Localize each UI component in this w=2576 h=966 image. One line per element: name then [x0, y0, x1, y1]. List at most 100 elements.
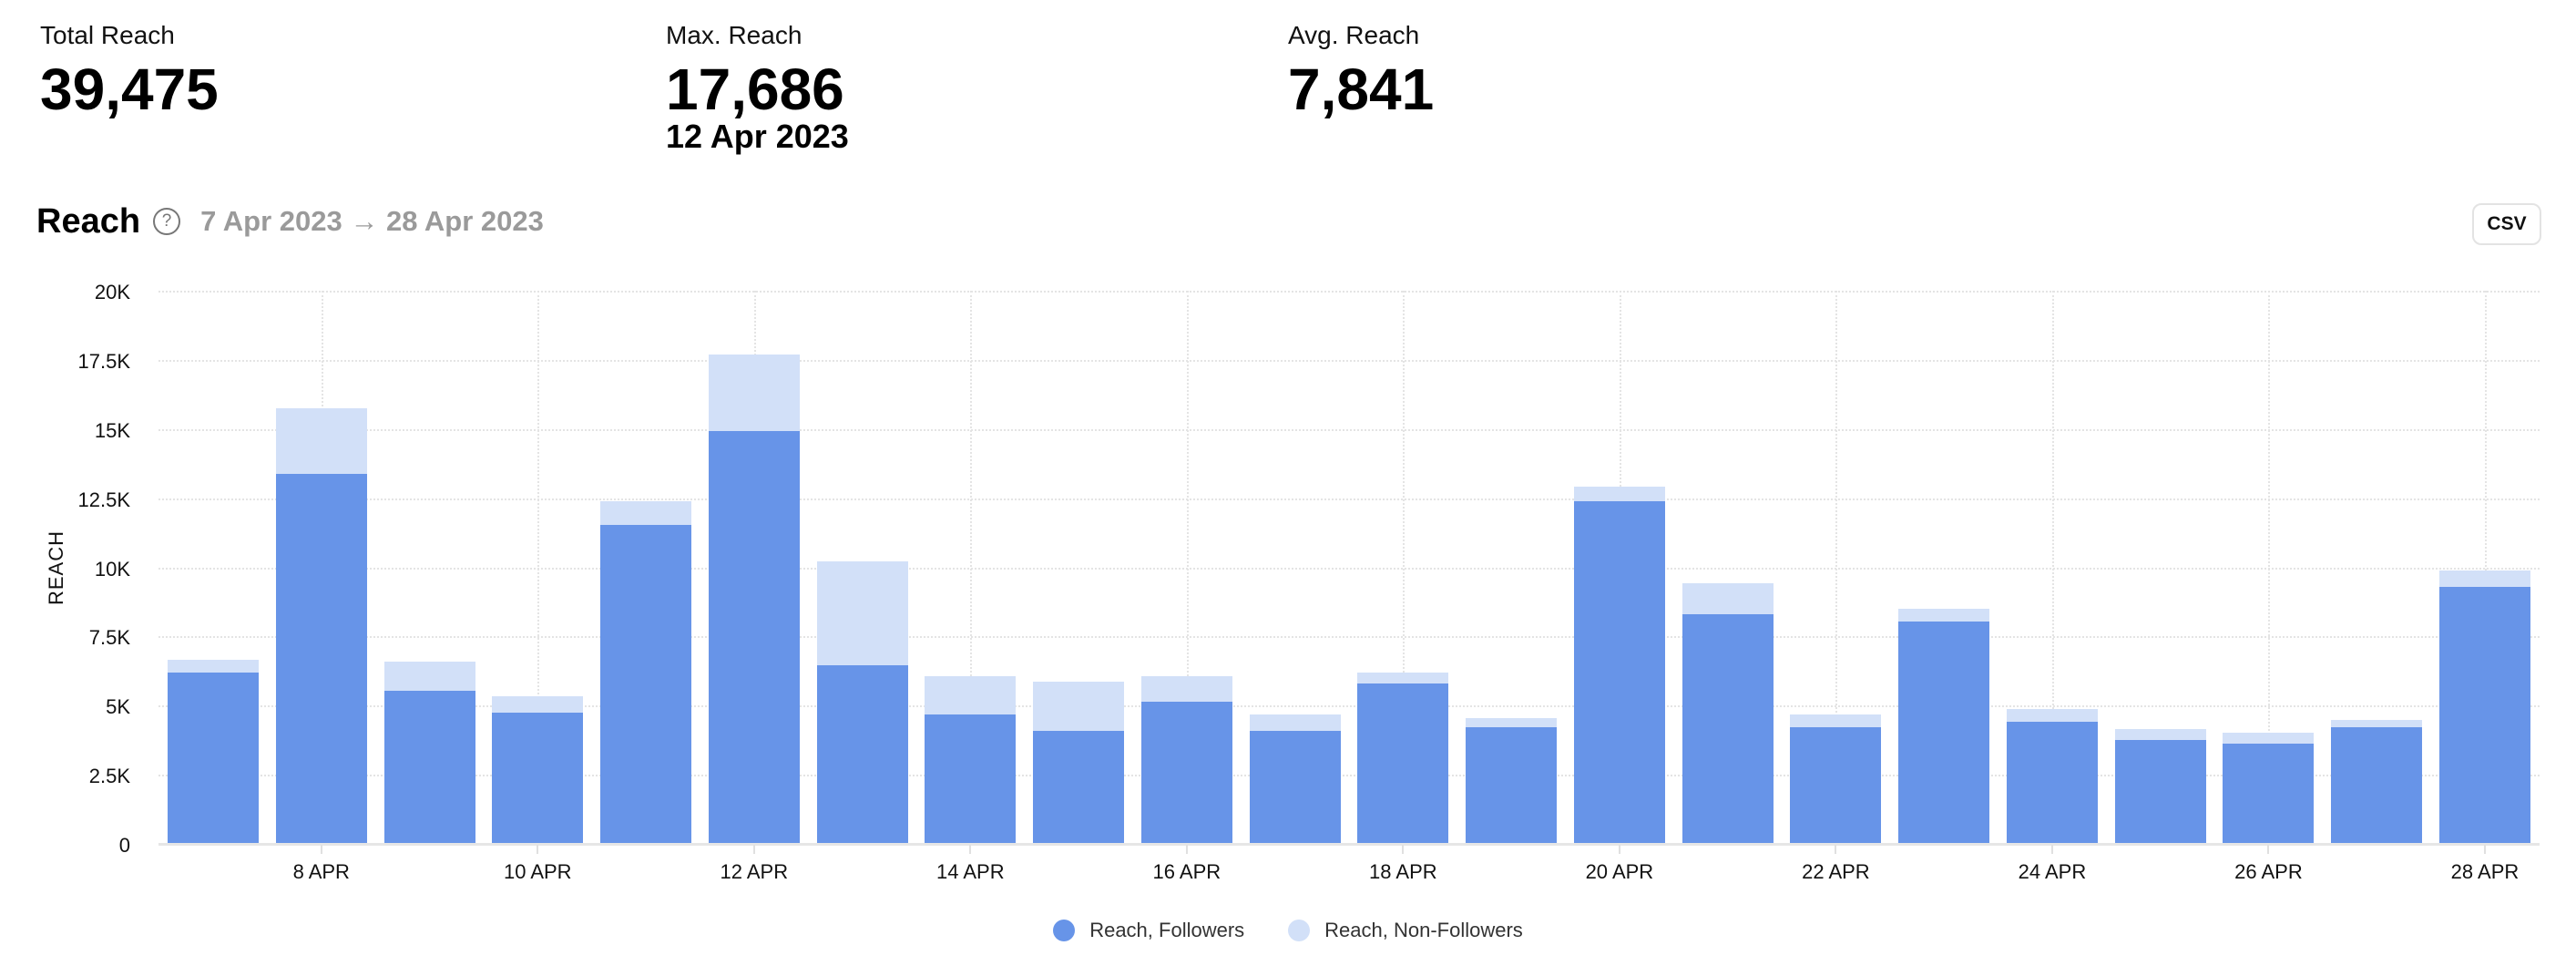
x-tick-label: 10 APR — [503, 860, 572, 883]
bar-segment-followers — [1033, 730, 1125, 844]
bar-segment-followers — [816, 664, 908, 844]
v-gridline — [2484, 291, 2487, 844]
bar-segment-followers — [1357, 683, 1449, 844]
bar-27-apr[interactable] — [2331, 719, 2423, 844]
bar-segment-non-followers — [2223, 732, 2315, 744]
x-tick-mark — [1402, 845, 1405, 854]
bar-segment-non-followers — [2331, 719, 2423, 727]
legend-dot-icon — [1053, 920, 1076, 941]
bar-10-apr[interactable] — [492, 695, 584, 844]
bar-19-apr[interactable] — [1466, 717, 1558, 844]
bar-segment-non-followers — [1573, 486, 1665, 501]
bar-segment-non-followers — [275, 407, 367, 474]
bar-segment-non-followers — [600, 500, 692, 526]
x-tick-label: 20 APR — [1585, 860, 1654, 883]
x-tick-label: 26 APR — [2234, 860, 2303, 883]
bar-11-apr[interactable] — [600, 500, 692, 844]
h-gridline — [158, 498, 2540, 500]
kpi-max-date: 12 Apr 2023 — [666, 118, 849, 155]
bar-13-apr[interactable] — [816, 560, 908, 844]
y-axis-title: REACH — [45, 529, 67, 606]
bar-segment-non-followers — [2114, 728, 2206, 740]
legend-item-non-followers[interactable]: Reach, Non-Followers — [1288, 919, 1523, 942]
bar-9-apr[interactable] — [383, 661, 475, 844]
y-tick-label: 7.5K — [88, 626, 130, 650]
bar-segment-non-followers — [492, 695, 584, 713]
x-tick-mark — [2050, 845, 2053, 854]
bar-segment-non-followers — [168, 659, 259, 673]
bar-segment-non-followers — [1790, 714, 1882, 727]
x-tick-label: 8 APR — [292, 860, 350, 883]
v-gridline — [2051, 291, 2054, 844]
y-tick-label: 2.5K — [88, 765, 130, 788]
kpi-value: 39,475 — [40, 57, 219, 122]
bar-16-apr[interactable] — [1140, 675, 1232, 844]
bar-17-apr[interactable] — [1249, 714, 1341, 844]
x-tick-label: 22 APR — [1802, 860, 1870, 883]
bar-15-apr[interactable] — [1033, 681, 1125, 844]
v-gridline — [1835, 291, 1838, 844]
bar-segment-followers — [1466, 726, 1558, 844]
x-tick-label: 24 APR — [2018, 860, 2087, 883]
date-range: 7 Apr 2023 → 28 Apr 2023 — [200, 205, 544, 237]
kpi-avg-reach: Avg. Reach 7,841 — [1288, 20, 1434, 122]
kpi-max-reach: Max. Reach 17,686 12 Apr 2023 — [666, 20, 849, 155]
bar-segment-followers — [1682, 614, 1774, 844]
y-tick-label: 17.5K — [77, 349, 131, 373]
bar-21-apr[interactable] — [1682, 583, 1774, 844]
bar-20-apr[interactable] — [1573, 486, 1665, 844]
kpi-total-reach: Total Reach 39,475 — [40, 20, 219, 122]
bar-segment-non-followers — [1249, 714, 1341, 731]
legend-dot-icon — [1288, 920, 1311, 941]
bar-segment-non-followers — [2438, 570, 2530, 587]
bar-segment-followers — [1898, 621, 1990, 844]
bar-24-apr[interactable] — [2006, 708, 2098, 844]
bar-segment-non-followers — [1033, 681, 1125, 731]
bar-segment-non-followers — [1140, 675, 1232, 702]
question-circle-icon[interactable]: ? — [153, 208, 181, 235]
kpi-value: 7,841 — [1288, 57, 1435, 122]
h-gridline — [158, 705, 2540, 708]
kpi-label: Avg. Reach — [1288, 21, 1420, 49]
bar-segment-followers — [925, 714, 1017, 844]
bar-segment-non-followers — [1898, 608, 1990, 622]
y-tick-label: 12.5K — [77, 488, 131, 511]
bar-segment-non-followers — [2006, 708, 2098, 722]
x-tick-label: 16 APR — [1152, 860, 1222, 883]
legend-item-followers[interactable]: Reach, Followers — [1053, 919, 1244, 942]
legend-label: Reach, Followers — [1089, 919, 1245, 941]
bar-8-apr[interactable] — [275, 407, 367, 844]
csv-export-button[interactable]: CSV — [2472, 203, 2541, 245]
v-gridline — [970, 291, 973, 844]
bar-7-apr[interactable] — [168, 659, 259, 844]
x-axis-line — [158, 843, 2540, 846]
h-gridline — [158, 359, 2540, 362]
y-tick-label: 15K — [94, 418, 130, 442]
bar-26-apr[interactable] — [2223, 732, 2315, 844]
legend-label: Reach, Non-Followers — [1324, 919, 1523, 941]
x-tick-mark — [1185, 845, 1188, 854]
bar-22-apr[interactable] — [1790, 714, 1882, 844]
y-tick-label: 20K — [94, 281, 130, 303]
v-gridline — [537, 291, 540, 844]
bar-segment-non-followers — [1357, 672, 1449, 683]
x-tick-mark — [537, 845, 539, 854]
x-tick-mark — [2483, 845, 2486, 854]
h-gridline — [158, 775, 2540, 777]
y-tick-label: 0 — [118, 834, 130, 857]
bar-28-apr[interactable] — [2438, 570, 2530, 844]
v-gridline — [1403, 291, 1406, 844]
x-tick-mark — [752, 845, 755, 854]
bar-18-apr[interactable] — [1357, 672, 1449, 844]
bar-segment-followers — [1573, 500, 1665, 844]
bar-25-apr[interactable] — [2114, 728, 2206, 844]
h-gridline — [158, 428, 2540, 431]
bar-segment-followers — [275, 473, 367, 844]
bar-14-apr[interactable] — [925, 675, 1017, 844]
legend: Reach, Followers Reach, Non-Followers — [0, 919, 2576, 942]
v-gridline — [1186, 291, 1189, 844]
bar-12-apr[interactable] — [708, 355, 800, 844]
x-tick-mark — [1835, 845, 1837, 854]
bar-segment-followers — [1790, 726, 1882, 844]
bar-23-apr[interactable] — [1898, 608, 1990, 844]
